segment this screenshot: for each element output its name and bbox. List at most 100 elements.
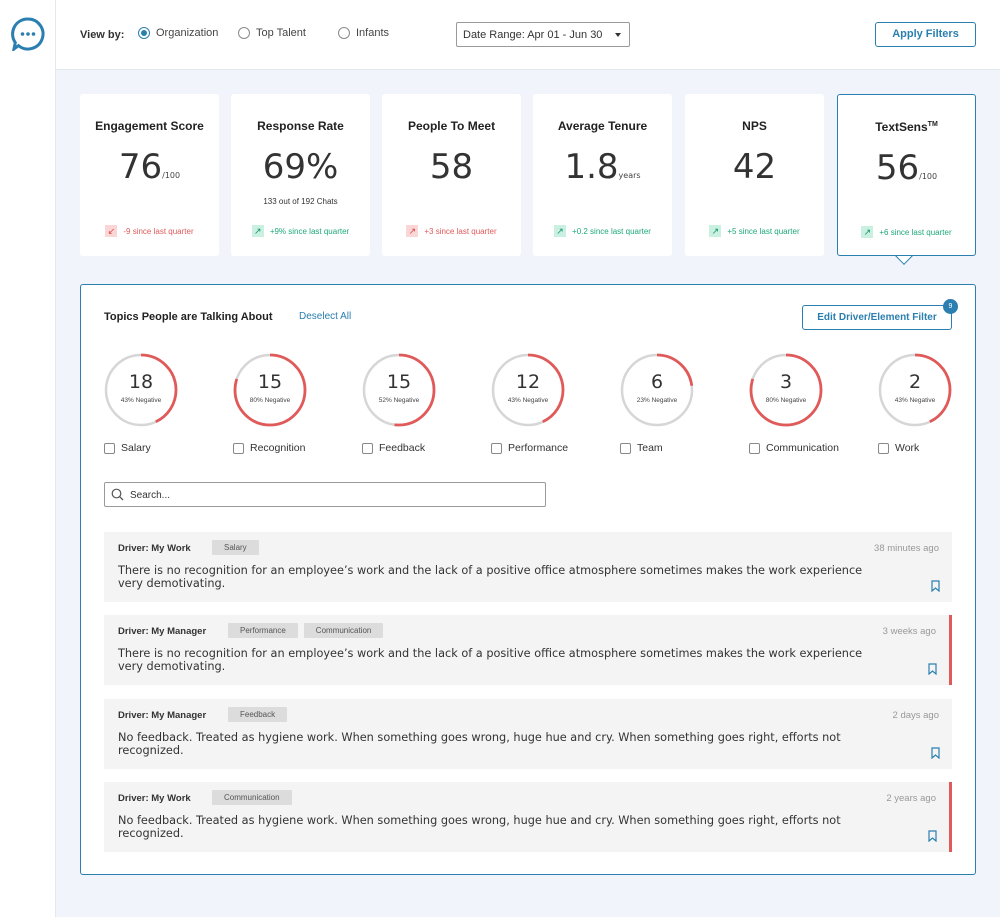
donut-negative-arc [362, 353, 436, 427]
topic-negative-label: 80% Negative [249, 397, 291, 404]
metric-card-nps[interactable]: NPS 42 ↗ +5 since last quarter [685, 94, 824, 256]
topic-checkbox[interactable]: Work [878, 442, 919, 454]
metric-card-engagement-score[interactable]: Engagement Score 76/100 ↙ -9 since last q… [80, 94, 219, 256]
topic-donut-chart [620, 353, 694, 427]
topic-negative-label: 80% Negative [765, 397, 807, 404]
topic-negative-label: 43% Negative [507, 397, 549, 404]
checkbox-icon[interactable] [491, 442, 502, 454]
radio-infants[interactable]: Infants [338, 27, 389, 39]
topic-checkbox[interactable]: Communication [749, 442, 839, 454]
topic-checkbox[interactable]: Feedback [362, 442, 425, 454]
topic-donut-chart [104, 353, 178, 427]
metric-title: People To Meet [407, 119, 496, 133]
search-input[interactable] [130, 487, 530, 503]
donut-negative-arc [233, 353, 307, 427]
topic-label: Work [895, 442, 920, 454]
date-range-select[interactable]: Date Range: Apr 01 - Jun 30 [456, 22, 630, 47]
topic-checkbox[interactable]: Recognition [233, 442, 305, 454]
topic-tag: Feedback [228, 707, 288, 722]
metric-value: 56/100 [875, 148, 938, 188]
topic-count: 15 [386, 371, 412, 393]
topic-donut-chart [878, 353, 952, 427]
chat-bubble-icon[interactable] [11, 17, 45, 51]
checkbox-icon[interactable] [233, 442, 244, 454]
radio-icon[interactable] [338, 27, 350, 39]
comment-tags: Communication [212, 790, 292, 805]
topic-donut-chart [491, 353, 565, 427]
comment-card[interactable]: Driver: My Work Communication 2 years ago N… [104, 782, 952, 852]
comment-card[interactable]: Driver: My Manager Performance Communicati… [104, 615, 952, 685]
comment-driver: Driver: My Manager [118, 710, 207, 721]
metric-subtext: 133 out of 192 Chats [263, 197, 338, 206]
topic-count: 18 [128, 371, 154, 393]
metric-card-textsens[interactable]: TextSensTM 56/100 ↗ +6 since last quarter [837, 94, 976, 256]
checkbox-icon[interactable] [749, 442, 760, 454]
donut-negative-arc [878, 353, 952, 427]
filter-bar: View by: Organization Top Talent Infants… [56, 0, 1000, 70]
topic-tag: Communication [303, 623, 384, 638]
topic-negative-label: 52% Negative [378, 397, 420, 404]
topic-label: Performance [508, 442, 569, 454]
deselect-all-link[interactable]: Deselect All [299, 311, 352, 322]
metric-card-people-to-meet[interactable]: People To Meet 58 ↗ +3 since last quarter [382, 94, 521, 256]
metric-card-response-rate[interactable]: Response Rate 69% 133 out of 192 Chats ↗… [231, 94, 370, 256]
edit-filter-button[interactable]: Edit Driver/Element Filter [802, 305, 952, 330]
trademark-mark: TM [927, 121, 938, 128]
filter-count-badge: 9 [943, 299, 958, 314]
comment-tags: Feedback [228, 707, 288, 722]
topic-label: Recognition [250, 442, 306, 454]
arrow-up-right-icon: ↗ [251, 225, 264, 237]
comment-timestamp: 2 days ago [892, 710, 939, 721]
checkbox-icon[interactable] [878, 442, 889, 454]
comment-text: There is no recognition for an employee’… [118, 564, 863, 590]
metric-unit: /100 [919, 172, 938, 181]
topic-label: Communication [766, 442, 839, 454]
radio-organization[interactable]: Organization [138, 27, 218, 39]
comment-driver: Driver: My Work [118, 793, 191, 804]
search-box[interactable] [104, 482, 546, 507]
comment-card[interactable]: Driver: My Work Salary 38 minutes ago There… [104, 532, 952, 602]
radio-icon[interactable] [238, 27, 250, 39]
topic-tag: Salary [212, 540, 259, 555]
metric-change: ↙ -9 since last quarter [80, 225, 219, 237]
arrow-up-right-icon: ↗ [406, 225, 419, 237]
bookmark-icon[interactable] [928, 663, 937, 675]
radio-top-talent[interactable]: Top Talent [238, 27, 306, 39]
checkbox-icon[interactable] [104, 442, 115, 454]
radio-label: Infants [356, 27, 390, 39]
apply-filters-button[interactable]: Apply Filters [875, 22, 976, 47]
comment-driver: Driver: My Manager [118, 626, 207, 637]
comment-text: No feedback. Treated as hygiene work. Wh… [118, 731, 841, 757]
metric-value: 69% [262, 147, 339, 187]
bookmark-icon[interactable] [931, 580, 940, 592]
comment-card[interactable]: Driver: My Manager Feedback 2 days ago No f… [104, 699, 952, 769]
bookmark-icon[interactable] [928, 830, 937, 842]
metric-change: ↗ +0.2 since last quarter [533, 225, 672, 237]
topic-checkbox[interactable]: Team [620, 442, 663, 454]
bookmark-icon[interactable] [931, 747, 940, 759]
topic-tag: Communication [212, 790, 292, 805]
topic-donut-chart [362, 353, 436, 427]
checkbox-icon[interactable] [362, 442, 373, 454]
metric-title: TextSensTM [875, 120, 938, 134]
metric-value: 42 [732, 147, 777, 187]
donut-negative-arc [620, 353, 694, 427]
topic-label: Salary [121, 442, 151, 454]
topic-count: 3 [779, 371, 793, 393]
sidebar [0, 0, 56, 917]
topic-checkbox[interactable]: Salary [104, 442, 151, 454]
topics-panel: Topics People are Talking About Deselect… [80, 284, 976, 875]
checkbox-icon[interactable] [620, 442, 631, 454]
view-by-label: View by: [80, 29, 125, 41]
metric-value: 1.8years [564, 147, 641, 187]
metric-card-average-tenure[interactable]: Average Tenure 1.8years ↗ +0.2 since last… [533, 94, 672, 256]
topic-donut-chart [749, 353, 823, 427]
topic-tag: Performance [228, 623, 298, 638]
metric-unit: /100 [162, 171, 181, 180]
radio-selected-icon[interactable] [138, 27, 150, 39]
donut-negative-arc [491, 353, 565, 427]
comment-timestamp: 3 weeks ago [882, 626, 936, 637]
comment-driver: Driver: My Work [118, 543, 191, 554]
topic-label: Feedback [379, 442, 426, 454]
topic-checkbox[interactable]: Performance [491, 442, 568, 454]
